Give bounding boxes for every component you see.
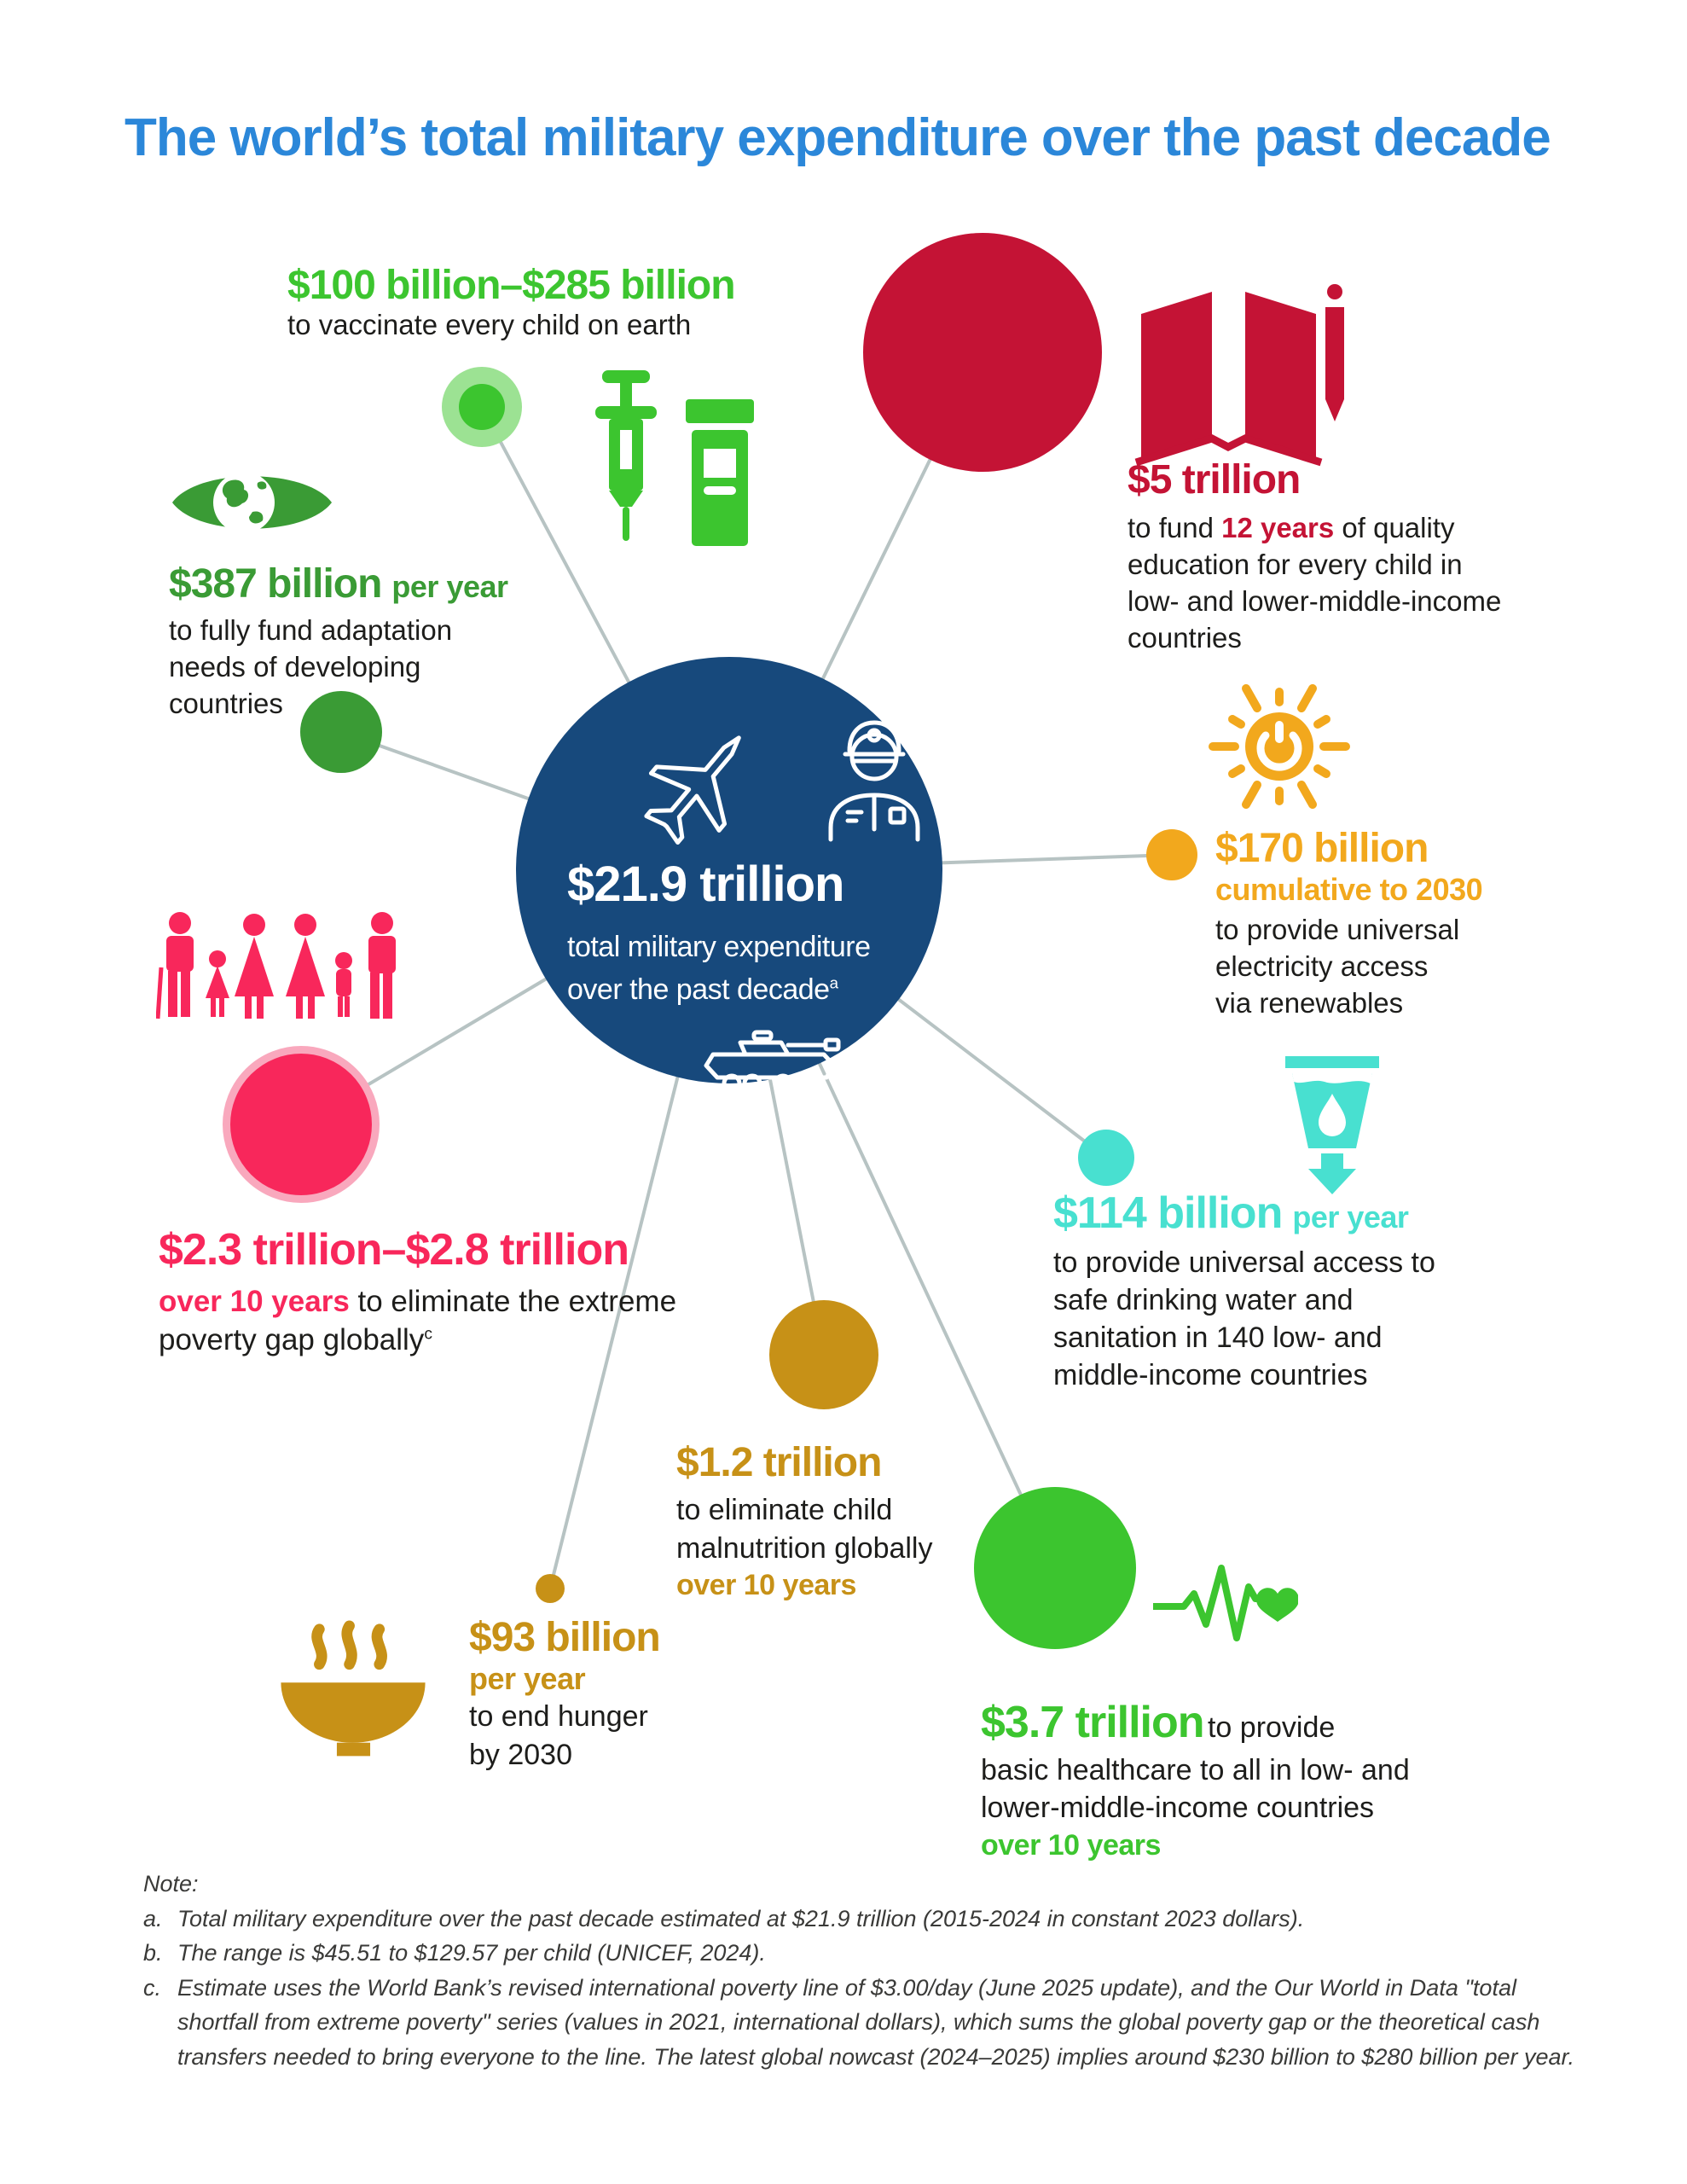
water-glass-icon xyxy=(1285,1056,1379,1194)
healthcare-heading: $3.7 trillion to provide xyxy=(981,1699,1410,1746)
education-amount: $5 trillion xyxy=(1128,457,1301,502)
education-desc-line2: education for every child in xyxy=(1128,549,1463,581)
education-circle xyxy=(863,233,1102,472)
adaptation-node xyxy=(300,691,382,773)
note-marker-b: b. xyxy=(143,1940,163,1966)
poverty-desc-line2: poverty gap globallyc xyxy=(159,1323,432,1357)
stat-healthcare: $3.7 trillion to provide basic healthcar… xyxy=(981,1699,1410,1863)
poverty-footnote-marker: c xyxy=(424,1325,432,1344)
electricity-qualifier: cumulative to 2030 xyxy=(1215,872,1483,908)
hunger-desc-line2: by 2030 xyxy=(469,1738,572,1771)
hub-footnote-marker: a xyxy=(829,973,838,992)
education-desc: to fund 12 years of quality xyxy=(1128,512,1455,544)
electricity-node xyxy=(1146,829,1197,880)
sun-power-icon xyxy=(1209,684,1350,809)
vaccination-desc: to vaccinate every child on earth xyxy=(287,309,692,341)
soldier-icon xyxy=(828,720,920,842)
adaptation-desc-line3: countries xyxy=(169,688,283,720)
vaccination-node xyxy=(459,384,505,430)
stat-malnutrition: $1.2 trillion to eliminate child malnutr… xyxy=(676,1440,933,1603)
hub-amount: $21.9 trillion xyxy=(567,857,844,912)
water-heading: $114 billion per year xyxy=(1053,1190,1435,1237)
adaptation-heading: $387 billion per year xyxy=(169,561,508,607)
vaccination-amount: $100 billion–$285 billion xyxy=(287,263,736,308)
education-desc-line3: low- and lower-middle-income xyxy=(1128,585,1502,618)
healthcare-qualifier: over 10 years xyxy=(981,1828,1161,1862)
eye-globe-icon xyxy=(172,472,332,533)
page-title: The world’s total military expenditure o… xyxy=(125,108,1551,167)
note-text-c: Estimate uses the World Bank’s revised i… xyxy=(177,1974,1575,2070)
hub-circle xyxy=(516,657,942,1083)
syringe-icon xyxy=(595,370,657,541)
stat-electricity: $170 billion cumulative to 2030 to provi… xyxy=(1215,826,1483,1022)
family-icon xyxy=(156,912,396,1019)
healthcare-amount: $3.7 trillion xyxy=(981,1698,1205,1747)
stat-vaccination: $100 billion–$285 billion to vaccinate e… xyxy=(287,263,736,344)
water-desc-line3: sanitation in 140 low- and xyxy=(1053,1321,1383,1354)
footnotes: Note: a. Total military expenditure over… xyxy=(143,1867,1576,2074)
tank-icon xyxy=(704,1030,841,1094)
note-item-b: b. The range is $45.51 to $129.57 per ch… xyxy=(143,1936,1576,1971)
note-text-a: Total military expenditure over the past… xyxy=(177,1905,1305,1931)
water-qualifier: per year xyxy=(1292,1199,1409,1234)
healthcare-circle xyxy=(974,1487,1136,1649)
hunger-qualifier: per year xyxy=(469,1661,586,1697)
poverty-desc: over 10 years to eliminate the extreme xyxy=(159,1284,677,1318)
electricity-desc-line3: via renewables xyxy=(1215,987,1404,1019)
malnutrition-amount: $1.2 trillion xyxy=(676,1440,882,1485)
healthcare-desc-line1: basic healthcare to all in low- and xyxy=(981,1754,1410,1787)
note-label: Note: xyxy=(143,1871,199,1896)
stat-adaptation: $387 billion per year to fully fund adapt… xyxy=(169,561,508,723)
malnutrition-desc-line1: to eliminate child xyxy=(676,1494,893,1527)
adaptation-desc-line1: to fully fund adaptation xyxy=(169,614,453,647)
fighter-jet-icon xyxy=(644,735,741,845)
adaptation-amount: $387 billion xyxy=(169,561,382,607)
education-highlight: 12 years xyxy=(1221,512,1335,544)
water-amount: $114 billion xyxy=(1053,1188,1283,1238)
malnutrition-qualifier: over 10 years xyxy=(676,1568,856,1601)
note-marker-a: a. xyxy=(143,1905,163,1931)
note-text-b: The range is $45.51 to $129.57 per child… xyxy=(177,1940,766,1966)
heartbeat-icon xyxy=(1153,1565,1298,1641)
hub-label-line1: total military expenditure xyxy=(567,931,871,963)
note-marker-c: c. xyxy=(143,1974,162,2001)
hunger-desc-line1: to end hunger xyxy=(469,1700,648,1734)
hunger-node xyxy=(536,1574,565,1603)
malnutrition-circle xyxy=(769,1300,878,1409)
stat-water: $114 billion per year to provide universa… xyxy=(1053,1190,1435,1394)
stat-education: $5 trillion to fund 12 years of quality … xyxy=(1128,457,1502,657)
note-item-c: c. Estimate uses the World Bank’s revise… xyxy=(143,1971,1576,2075)
pill-bottle-icon xyxy=(686,399,754,546)
stat-hunger: $93 billion per year to end hunger by 20… xyxy=(469,1615,661,1774)
education-desc-line4: countries xyxy=(1128,622,1242,654)
healthcare-desc-inline: to provide xyxy=(1207,1711,1336,1744)
soup-bowl-icon xyxy=(281,1620,426,1757)
water-desc-line2: safe drinking water and xyxy=(1053,1283,1354,1316)
water-desc-line4: middle-income countries xyxy=(1053,1359,1368,1392)
poverty-highlight: over 10 years xyxy=(159,1284,350,1318)
healthcare-desc-line2: lower-middle-income countries xyxy=(981,1792,1375,1825)
poverty-amount: $2.3 trillion–$2.8 trillion xyxy=(159,1225,629,1275)
electricity-desc-line2: electricity access xyxy=(1215,950,1429,983)
adaptation-desc-line2: needs of developing xyxy=(169,651,421,683)
malnutrition-desc-line2: malnutrition globally xyxy=(676,1531,933,1565)
book-pencil-icon xyxy=(1134,284,1344,467)
water-desc-line1: to provide universal access to xyxy=(1053,1246,1435,1279)
adaptation-qualifier: per year xyxy=(391,569,508,604)
hunger-amount: $93 billion xyxy=(469,1615,661,1660)
electricity-amount: $170 billion xyxy=(1215,826,1429,871)
electricity-desc-line1: to provide universal xyxy=(1215,914,1460,946)
hub-label-line2: over the past decadea xyxy=(567,973,838,1006)
note-item-a: a. Total military expenditure over the p… xyxy=(143,1902,1576,1937)
poverty-circle xyxy=(223,1046,380,1203)
stat-poverty: $2.3 trillion–$2.8 trillion over 10 year… xyxy=(159,1227,676,1360)
water-node xyxy=(1078,1130,1134,1186)
